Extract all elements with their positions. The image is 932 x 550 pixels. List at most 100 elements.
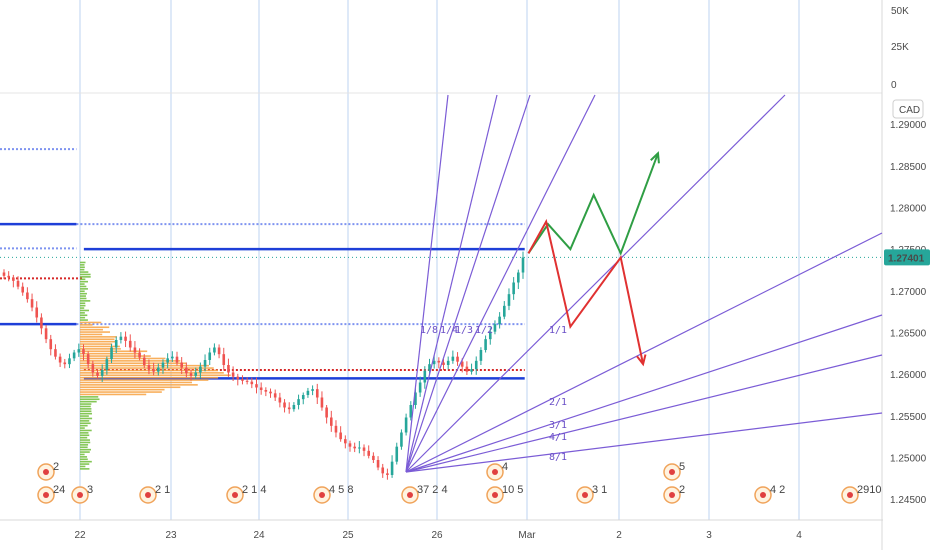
candle-body xyxy=(278,397,282,403)
candle-body xyxy=(2,272,6,276)
volume-profile-bar xyxy=(80,386,181,389)
volume-profile-bar xyxy=(80,288,88,290)
candle-body xyxy=(376,460,380,468)
candle-body xyxy=(264,390,268,392)
volume-tick-label: 0 xyxy=(891,80,897,91)
flag-icon xyxy=(145,492,151,498)
candle-body xyxy=(502,305,506,317)
gann-fan-label: 1/1 xyxy=(549,325,567,336)
price-tick-label: 1.24500 xyxy=(890,495,927,506)
volume-profile-bar xyxy=(80,379,209,381)
candle-body xyxy=(86,354,90,365)
candle-body xyxy=(166,358,169,363)
plot-background xyxy=(0,0,882,520)
candle-body xyxy=(227,365,230,373)
flag-icon xyxy=(847,492,853,498)
candle-body xyxy=(96,372,99,376)
volume-profile-bar xyxy=(80,328,103,331)
event-count-label: 37 2 4 xyxy=(417,484,448,496)
candle-body xyxy=(250,381,254,385)
candle-body xyxy=(283,402,286,408)
candle-body xyxy=(292,405,296,410)
candle-body xyxy=(488,331,492,340)
candle-body xyxy=(30,299,34,308)
candle-body xyxy=(245,380,249,382)
price-axis[interactable]: 50K25K0CAD1.290001.285001.280001.275001.… xyxy=(883,6,932,521)
volume-profile-bar xyxy=(80,314,88,317)
price-axis-background xyxy=(883,93,932,521)
candle-body xyxy=(498,316,501,325)
candle-body xyxy=(465,366,469,372)
candle-body xyxy=(180,362,183,368)
volume-profile-bar xyxy=(80,290,85,293)
currency-badge-box[interactable] xyxy=(892,99,924,119)
gann-fan-label: 1/4 xyxy=(440,325,458,336)
candle-body xyxy=(105,359,109,370)
volume-profile-bar xyxy=(80,372,224,374)
flag-icon xyxy=(43,469,49,475)
volume-profile-bar xyxy=(80,283,85,285)
candle-body xyxy=(451,356,455,361)
currency-label: CAD xyxy=(899,105,920,116)
candle-body xyxy=(147,365,151,370)
gann-fan-line xyxy=(405,94,596,473)
candle-body xyxy=(26,292,29,300)
volume-profile-bar xyxy=(80,374,231,377)
volume-profile-bar xyxy=(80,309,90,312)
candle-body xyxy=(100,370,104,376)
volume-profile-bar xyxy=(80,280,89,283)
volume-profile-bar xyxy=(80,292,87,295)
volume-profile-bar xyxy=(80,441,91,444)
volume-profile-bar xyxy=(80,422,91,425)
currency-badge[interactable]: CAD xyxy=(892,99,924,119)
volume-profile-bar xyxy=(80,446,88,449)
time-tick-label: Mar xyxy=(518,530,536,541)
projection-path xyxy=(527,152,659,256)
candle-body xyxy=(128,340,132,348)
volume-profile-bar xyxy=(80,343,113,345)
volume-profile-bar xyxy=(80,271,89,273)
candle-body xyxy=(91,364,95,373)
candle-body xyxy=(175,356,179,363)
time-axis[interactable]: 22 23 24 25 26 Mar 2 3 4 xyxy=(74,530,802,541)
gann-fan-label: 8/1 xyxy=(549,452,567,463)
event-count-label: 3 1 xyxy=(592,484,607,496)
price-tick-label: 1.25000 xyxy=(890,454,927,465)
price-tick-label: 1.26500 xyxy=(890,329,927,340)
volume-profile-bar xyxy=(80,331,110,333)
candle-body xyxy=(255,384,258,388)
candle-body xyxy=(12,277,15,281)
candle-body xyxy=(203,360,207,367)
candle-body xyxy=(423,370,427,383)
candle-body xyxy=(306,390,310,395)
candle-body xyxy=(152,369,155,372)
candle-body xyxy=(311,389,314,391)
volume-profile-bar xyxy=(80,424,88,427)
candle-body xyxy=(320,397,324,408)
gann-fan-line xyxy=(405,354,883,473)
volume-profile-bar xyxy=(80,439,90,441)
candle-body xyxy=(35,307,39,318)
event-count-label: 2 xyxy=(53,461,59,473)
volume-profile-bar xyxy=(80,360,181,362)
volume-profile-bar xyxy=(80,340,116,343)
volume-profile-bar xyxy=(80,400,97,403)
volume-profile-bar xyxy=(80,321,102,324)
volume-profile-bar xyxy=(80,451,90,453)
candle-body xyxy=(446,360,450,365)
volume-tick-label: 25K xyxy=(891,42,909,53)
volume-profile-bar xyxy=(80,302,86,305)
volume-profile-bar xyxy=(80,448,91,451)
volume-profile-bar xyxy=(80,261,86,264)
flag-icon xyxy=(492,492,498,498)
volume-profile-bar xyxy=(80,412,92,415)
gann-fan-line xyxy=(405,412,883,473)
candle-body xyxy=(199,366,202,373)
flag-icon xyxy=(669,469,675,475)
volume-profile-bar xyxy=(80,304,86,307)
candle-body xyxy=(236,376,240,380)
candle-body xyxy=(484,339,487,350)
candle-body xyxy=(339,432,342,440)
event-count-label: 4 2 xyxy=(770,484,785,496)
